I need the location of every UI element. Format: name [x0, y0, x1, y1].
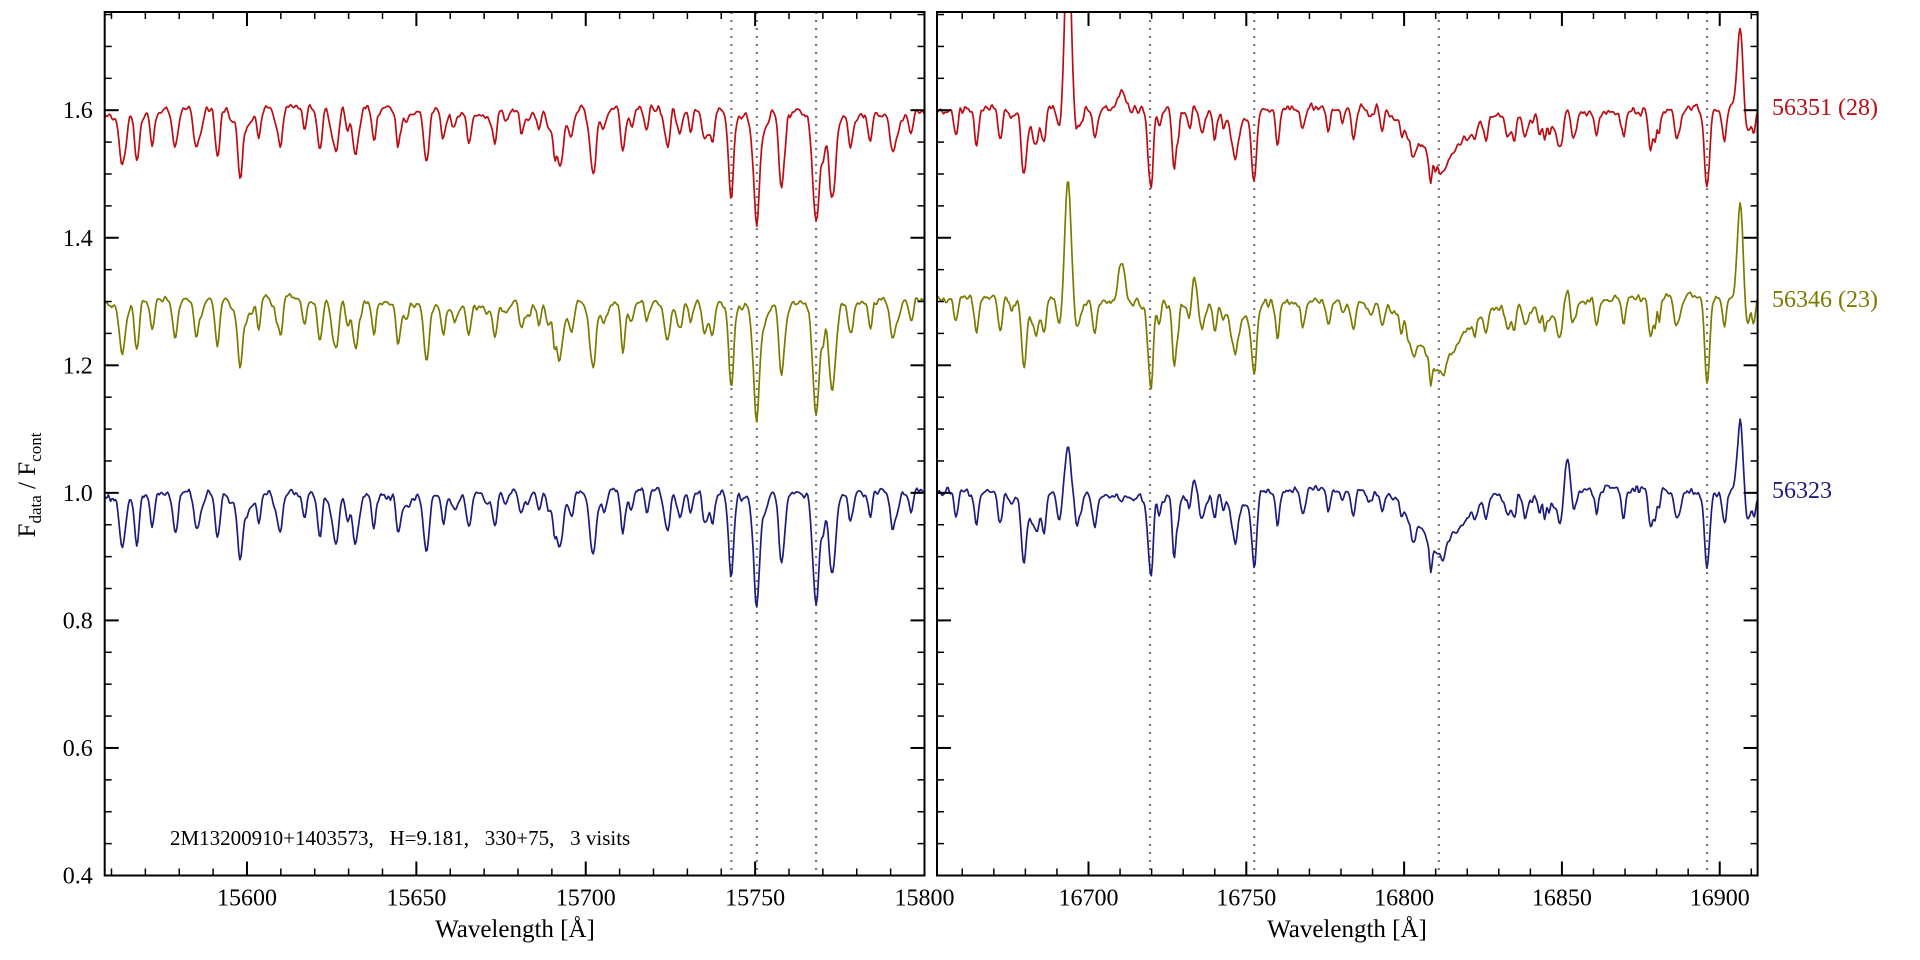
y-tick-label: 1.4 [63, 226, 93, 252]
x-tick-label: 15800 [895, 886, 955, 912]
y-tick-label: 0.8 [63, 608, 93, 634]
y-axis-label-mid: / F [14, 461, 41, 496]
series-label-56346: 56346 (23) [1772, 286, 1878, 313]
panel-frame [103, 11, 926, 877]
y-axis-label-sub-cont: cont [26, 432, 45, 462]
spectrum-line-56323 [937, 418, 1758, 577]
y-tick-label: 1.6 [63, 98, 93, 124]
series-label-56323: 56323 [1772, 478, 1832, 505]
y-axis-label-sub-data: data [26, 495, 45, 524]
panel-right: 16700 16750 16800 16850 16900 [936, 11, 1759, 912]
spectrum-line-56323 [104, 486, 925, 608]
spectrum-line-5634623 [937, 181, 1758, 390]
panel-left: 15600 15650 15700 15750 15800 0.4 0.6 0.8 1.0 1.2… [63, 11, 955, 912]
x-tick-label: 16700 [1058, 886, 1118, 912]
axis-ticks [937, 12, 1758, 877]
y-tick-label: 0.6 [63, 736, 93, 762]
x-tick-label: 16800 [1374, 886, 1434, 912]
x-tick-label: 16900 [1690, 886, 1750, 912]
x-tick-label: 15600 [217, 886, 277, 912]
x-tick-label: 15700 [556, 886, 616, 912]
y-tick-label: 1.0 [63, 481, 93, 507]
panel-frame [936, 11, 1759, 877]
series-label-56351: 56351 (28) [1772, 95, 1878, 122]
target-annotation: 2M13200910+1403573, H=9.181, 330+75, 3 v… [170, 826, 631, 850]
spectrum-line-5634623 [104, 292, 925, 423]
x-tick-label: 16750 [1216, 886, 1276, 912]
x-tick-label: 15750 [725, 886, 785, 912]
y-axis-label: Fdata / Fcont [14, 433, 46, 538]
x-axis-label-right: Wavelength [Å] [1267, 916, 1427, 943]
spectrum-line-5635128 [104, 103, 925, 227]
y-tick-label: 0.4 [63, 864, 93, 890]
x-axis-label-left: Wavelength [Å] [435, 916, 595, 943]
axis-ticks [104, 12, 926, 877]
x-tick-label: 15650 [386, 886, 446, 912]
spectrum-line-5635128 [937, 12, 1758, 189]
y-axis-label-f: F [14, 523, 41, 538]
x-tick-label: 16850 [1532, 886, 1592, 912]
y-tick-label: 1.2 [63, 353, 93, 379]
